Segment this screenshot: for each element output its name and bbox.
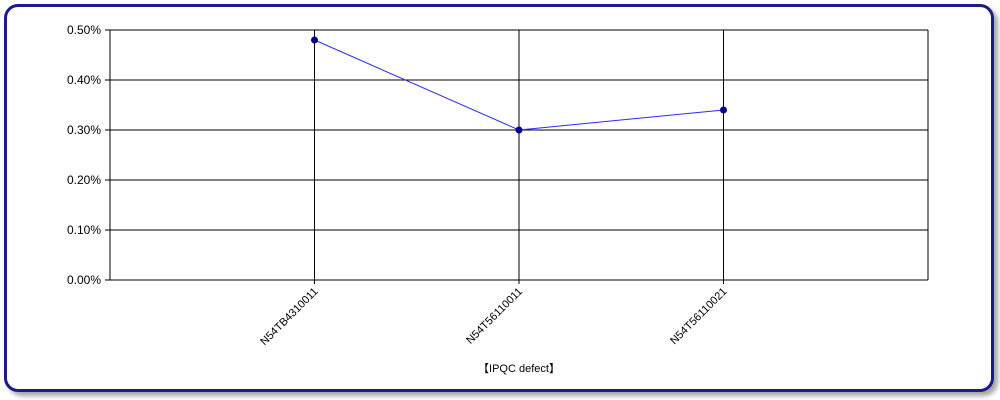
y-tick-label: 0.40%: [67, 73, 101, 87]
x-category-label: N54TB4310011: [258, 286, 320, 348]
x-category-label: N54T56110011: [464, 286, 525, 347]
x-category-label: N54T56110021: [668, 286, 730, 348]
y-tick-label: 0.20%: [67, 173, 101, 187]
y-tick-label: 0.00%: [67, 273, 101, 287]
grid-lines: [109, 29, 929, 284]
y-tick-label: 0.30%: [67, 123, 101, 137]
series-group: [311, 36, 727, 134]
data-point: [311, 36, 318, 44]
y-tick-label: 0.50%: [67, 23, 101, 37]
y-tick-label: 0.10%: [67, 223, 101, 237]
x-axis-categories: N54TB4310011 N54T56110011 N54T56110021: [258, 286, 729, 348]
chart-frame: [4, 4, 994, 392]
data-point: [720, 106, 727, 114]
x-axis-title: 【IPQC defect】: [478, 362, 560, 375]
y-axis-ticks: 0.00% 0.10% 0.20% 0.30% 0.40% 0.50%: [67, 23, 110, 287]
data-point: [515, 126, 523, 134]
